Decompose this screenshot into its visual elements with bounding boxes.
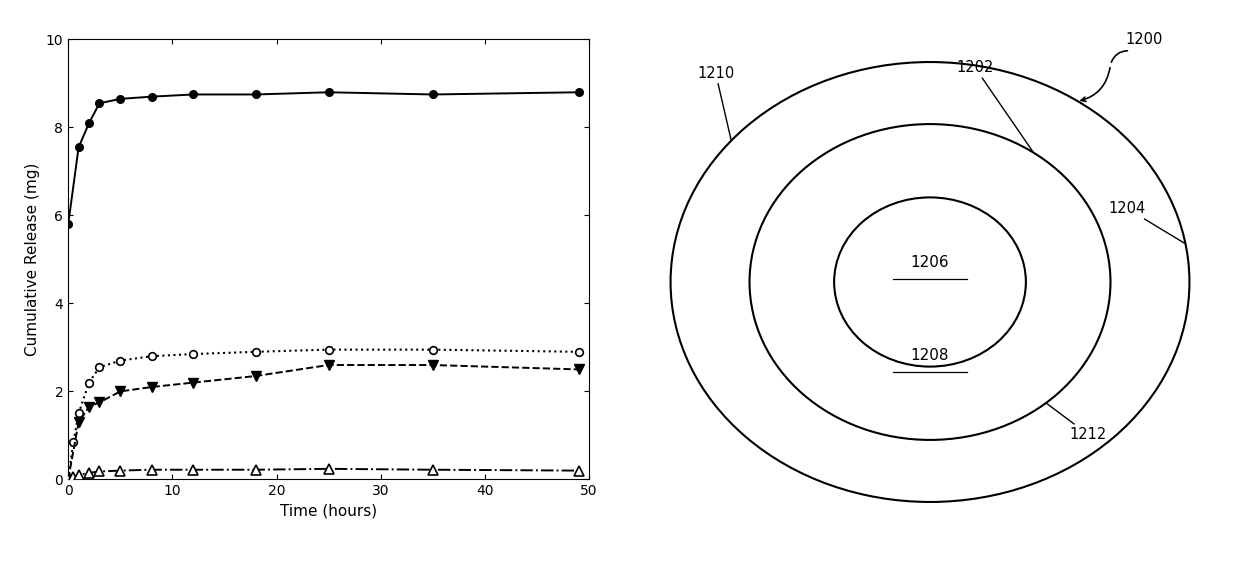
Text: 1212: 1212 [1047, 403, 1106, 442]
Legend: Loading Method 1, Loading Method 2, Loading Method 3, Loading Method 4: Loading Method 1, Loading Method 2, Load… [139, 561, 518, 564]
FancyArrowPatch shape [1081, 68, 1110, 102]
Text: 1208: 1208 [910, 348, 950, 363]
Text: 1210: 1210 [697, 66, 734, 140]
FancyArrowPatch shape [1111, 51, 1127, 62]
Text: 1200: 1200 [1126, 32, 1163, 47]
Text: 1206: 1206 [910, 255, 950, 270]
X-axis label: Time (hours): Time (hours) [280, 504, 377, 519]
Text: 1204: 1204 [1109, 201, 1185, 244]
Y-axis label: Cumulative Release (mg): Cumulative Release (mg) [25, 163, 40, 356]
Text: 1202: 1202 [956, 60, 1033, 153]
